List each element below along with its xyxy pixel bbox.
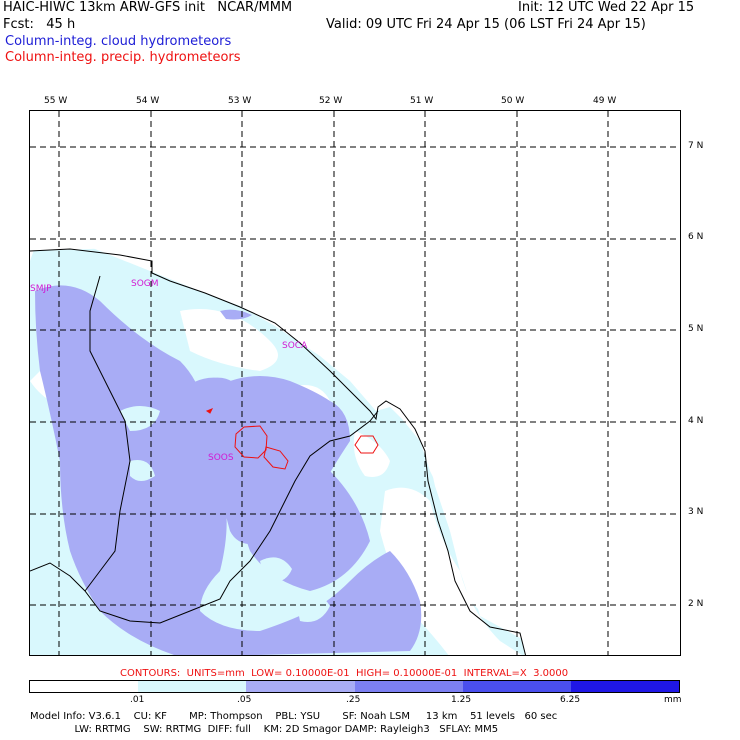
lat-label: 6 N: [688, 232, 704, 242]
clear-hole: [260, 557, 292, 583]
lon-label: 53 W: [228, 96, 252, 106]
model-info-line1: Model Info: V3.6.1 CU: KF MP: Thompson P…: [30, 711, 558, 722]
map-canvas: [30, 111, 680, 655]
lon-label: 55 W: [44, 96, 68, 106]
colorbar-label: .05: [237, 695, 252, 705]
station-label: SMJP: [30, 284, 52, 294]
valid-time: Valid: 09 UTC Fri 24 Apr 15 (06 LST Fri …: [326, 17, 646, 32]
border: [84, 275, 131, 592]
coastline: [30, 248, 527, 655]
model-info-line2: LW: RRTMG SW: RRTMG DIFF: full KM: 2D Sm…: [30, 724, 499, 735]
contours-info: CONTOURS: UNITS=mm LOW= 0.10000E-01 HIGH…: [120, 668, 569, 679]
lat-label: 5 N: [688, 324, 704, 334]
colorbar-bin: [246, 681, 355, 692]
precip-contour: [354, 435, 379, 454]
precip-contour: [234, 425, 268, 459]
clear-patch: [353, 431, 390, 477]
lon-label: 54 W: [136, 96, 160, 106]
station-label: SOOS: [208, 453, 234, 463]
colorbar-label: 1.25: [451, 695, 472, 705]
field-cloud-label: Column-integ. cloud hydrometeors: [5, 34, 232, 49]
border: [30, 410, 379, 624]
lon-label: 52 W: [319, 96, 343, 106]
cloud-field-medium: [35, 285, 422, 655]
lat-label: 2 N: [688, 599, 704, 609]
clear-hole: [120, 406, 160, 431]
forecast-map: [29, 110, 681, 656]
colorbar-bin: [462, 681, 571, 692]
lat-label: 3 N: [688, 507, 704, 517]
colorbar-unit: mm: [664, 695, 682, 705]
field-precip-label: Column-integ. precip. hydrometeors: [5, 50, 241, 65]
station-label: SOCA: [282, 341, 308, 351]
colorbar-label: .01: [130, 695, 145, 705]
cloud-field-medium: [238, 441, 370, 591]
precip-contour: [205, 408, 214, 414]
colorbar-bin: [138, 681, 247, 692]
colorbar-bin: [354, 681, 463, 692]
init-time: Init: 12 UTC Wed 22 Apr 15: [518, 0, 695, 15]
lon-label: 49 W: [593, 96, 617, 106]
cloud-field-medium: [220, 309, 252, 320]
model-title: HAIC-HIWC 13km ARW-GFS init NCAR/MMM: [3, 0, 293, 15]
colorbar-label: .25: [346, 695, 361, 705]
station-label: SOGM: [131, 279, 159, 289]
colorbar-bin: [570, 681, 680, 692]
clear-hole: [130, 460, 155, 481]
graticule: [30, 111, 680, 655]
precip-contour: [263, 446, 289, 470]
lon-label: 51 W: [410, 96, 434, 106]
colorbar-bin: [30, 681, 139, 692]
clear-hole: [295, 593, 330, 622]
lon-label: 50 W: [501, 96, 525, 106]
clear-patch: [180, 309, 278, 371]
lat-label: 4 N: [688, 416, 704, 426]
forecast-hour: Fcst: 45 h: [3, 17, 76, 32]
lat-label: 7 N: [688, 141, 704, 151]
colorbar: [29, 680, 680, 693]
colorbar-label: 6.25: [560, 695, 581, 705]
